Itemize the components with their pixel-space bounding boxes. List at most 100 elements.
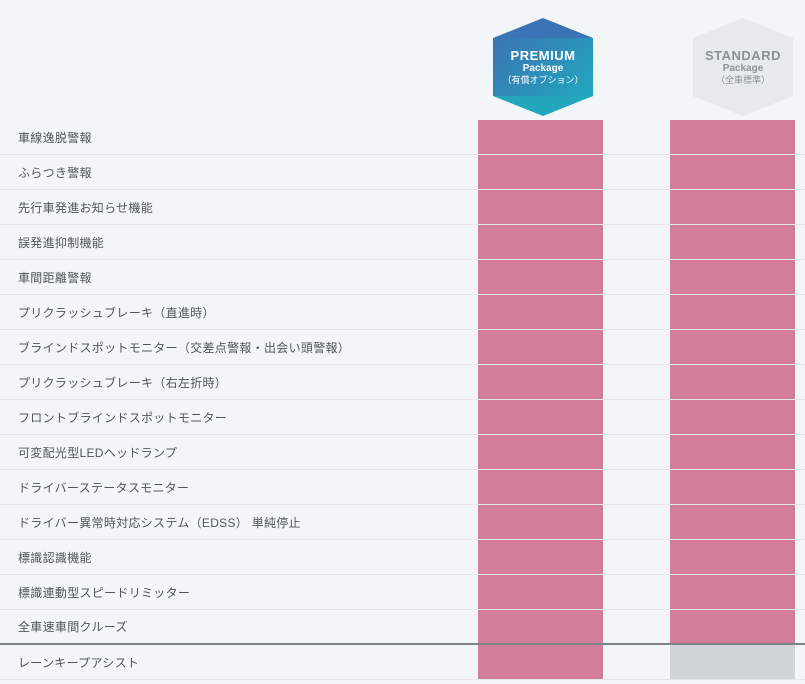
feature-label: 標識連動型スピードリミッター — [0, 575, 478, 609]
column-gap — [603, 540, 670, 574]
feature-label: レーンキープアシスト — [0, 645, 478, 679]
standard-cell — [670, 260, 795, 294]
premium-cell — [478, 610, 603, 643]
premium-cell — [478, 330, 603, 364]
row-tail — [795, 645, 805, 679]
row-tail — [795, 400, 805, 434]
feature-label: プリクラッシュブレーキ（右左折時） — [0, 365, 478, 399]
row-tail — [795, 540, 805, 574]
table-row: 標識認識機能 — [0, 540, 805, 575]
feature-label: 誤発進抑制機能 — [0, 225, 478, 259]
column-gap — [603, 155, 670, 189]
standard-cell — [670, 190, 795, 224]
feature-label: 全車速車間クルーズ — [0, 610, 478, 643]
row-tail — [795, 295, 805, 329]
column-gap — [603, 120, 670, 154]
table-row: 先行車発進お知らせ機能 — [0, 190, 805, 225]
feature-label: 可変配光型LEDヘッドランプ — [0, 435, 478, 469]
column-gap — [603, 330, 670, 364]
column-gap — [603, 645, 670, 679]
premium-cell — [478, 120, 603, 154]
row-tail — [795, 190, 805, 224]
premium-cell — [478, 435, 603, 469]
premium-badge-title: PREMIUM — [493, 48, 593, 64]
feature-label: ブラインドスポットモニター（交差点警報・出会い頭警報） — [0, 330, 478, 364]
standard-cell — [670, 505, 795, 539]
premium-cell — [478, 575, 603, 609]
column-gap — [603, 260, 670, 294]
row-tail — [795, 225, 805, 259]
standard-badge-note: （全車標準） — [693, 75, 793, 86]
column-gap — [603, 575, 670, 609]
column-gap — [603, 295, 670, 329]
standard-cell — [670, 365, 795, 399]
row-tail — [795, 155, 805, 189]
column-gap — [603, 435, 670, 469]
premium-cell — [478, 505, 603, 539]
table-row: ドライバー異常時対応システム（EDSS） 単純停止 — [0, 505, 805, 540]
column-gap — [603, 505, 670, 539]
table-row: ブラインドスポットモニター（交差点警報・出会い頭警報） — [0, 330, 805, 365]
row-tail — [795, 470, 805, 504]
table-row: 車線逸脱警報 — [0, 120, 805, 155]
feature-label: ふらつき警報 — [0, 155, 478, 189]
row-tail — [795, 505, 805, 539]
column-gap — [603, 470, 670, 504]
standard-cell — [670, 470, 795, 504]
row-tail — [795, 330, 805, 364]
premium-badge-sub: Package — [493, 63, 593, 75]
column-gap — [603, 400, 670, 434]
table-row: 誤発進抑制機能 — [0, 225, 805, 260]
feature-label: 車線逸脱警報 — [0, 120, 478, 154]
table-row: 全車速車間クルーズ — [0, 610, 805, 645]
table-row: 可変配光型LEDヘッドランプ — [0, 435, 805, 470]
standard-cell — [670, 435, 795, 469]
standard-cell — [670, 155, 795, 189]
premium-cell — [478, 645, 603, 679]
row-tail — [795, 610, 805, 643]
row-tail — [795, 365, 805, 399]
feature-label: ドライバー異常時対応システム（EDSS） 単純停止 — [0, 505, 478, 539]
premium-cell — [478, 260, 603, 294]
row-tail — [795, 575, 805, 609]
table-row: ドライバーステータスモニター — [0, 470, 805, 505]
standard-cell — [670, 540, 795, 574]
premium-cell — [478, 365, 603, 399]
standard-cell — [670, 295, 795, 329]
premium-cell — [478, 225, 603, 259]
premium-badge-note: （有償オプション） — [493, 75, 593, 86]
row-tail — [795, 435, 805, 469]
feature-label: 標識認識機能 — [0, 540, 478, 574]
standard-cell — [670, 400, 795, 434]
standard-cell — [670, 610, 795, 643]
table-row: 標識連動型スピードリミッター — [0, 575, 805, 610]
standard-cell — [670, 225, 795, 259]
row-tail — [795, 120, 805, 154]
row-tail — [795, 260, 805, 294]
standard-cell — [670, 120, 795, 154]
standard-cell — [670, 645, 795, 679]
premium-cell — [478, 190, 603, 224]
feature-label: フロントブラインドスポットモニター — [0, 400, 478, 434]
feature-label: 先行車発進お知らせ機能 — [0, 190, 478, 224]
feature-label: プリクラッシュブレーキ（直進時） — [0, 295, 478, 329]
premium-cell — [478, 400, 603, 434]
feature-table: 車線逸脱警報ふらつき警報先行車発進お知らせ機能誤発進抑制機能車間距離警報プリクラ… — [0, 120, 805, 680]
table-row: プリクラッシュブレーキ（右左折時） — [0, 365, 805, 400]
table-row: フロントブラインドスポットモニター — [0, 400, 805, 435]
table-row: ふらつき警報 — [0, 155, 805, 190]
premium-cell — [478, 155, 603, 189]
premium-badge: PREMIUM Package （有償オプション） — [493, 38, 593, 96]
feature-label: ドライバーステータスモニター — [0, 470, 478, 504]
standard-badge-title: STANDARD — [693, 48, 793, 64]
feature-label: 車間距離警報 — [0, 260, 478, 294]
standard-badge: STANDARD Package （全車標準） — [693, 38, 793, 96]
column-gap — [603, 225, 670, 259]
standard-cell — [670, 575, 795, 609]
column-gap — [603, 190, 670, 224]
column-gap — [603, 610, 670, 643]
premium-cell — [478, 470, 603, 504]
standard-cell — [670, 330, 795, 364]
premium-cell — [478, 540, 603, 574]
column-gap — [603, 365, 670, 399]
